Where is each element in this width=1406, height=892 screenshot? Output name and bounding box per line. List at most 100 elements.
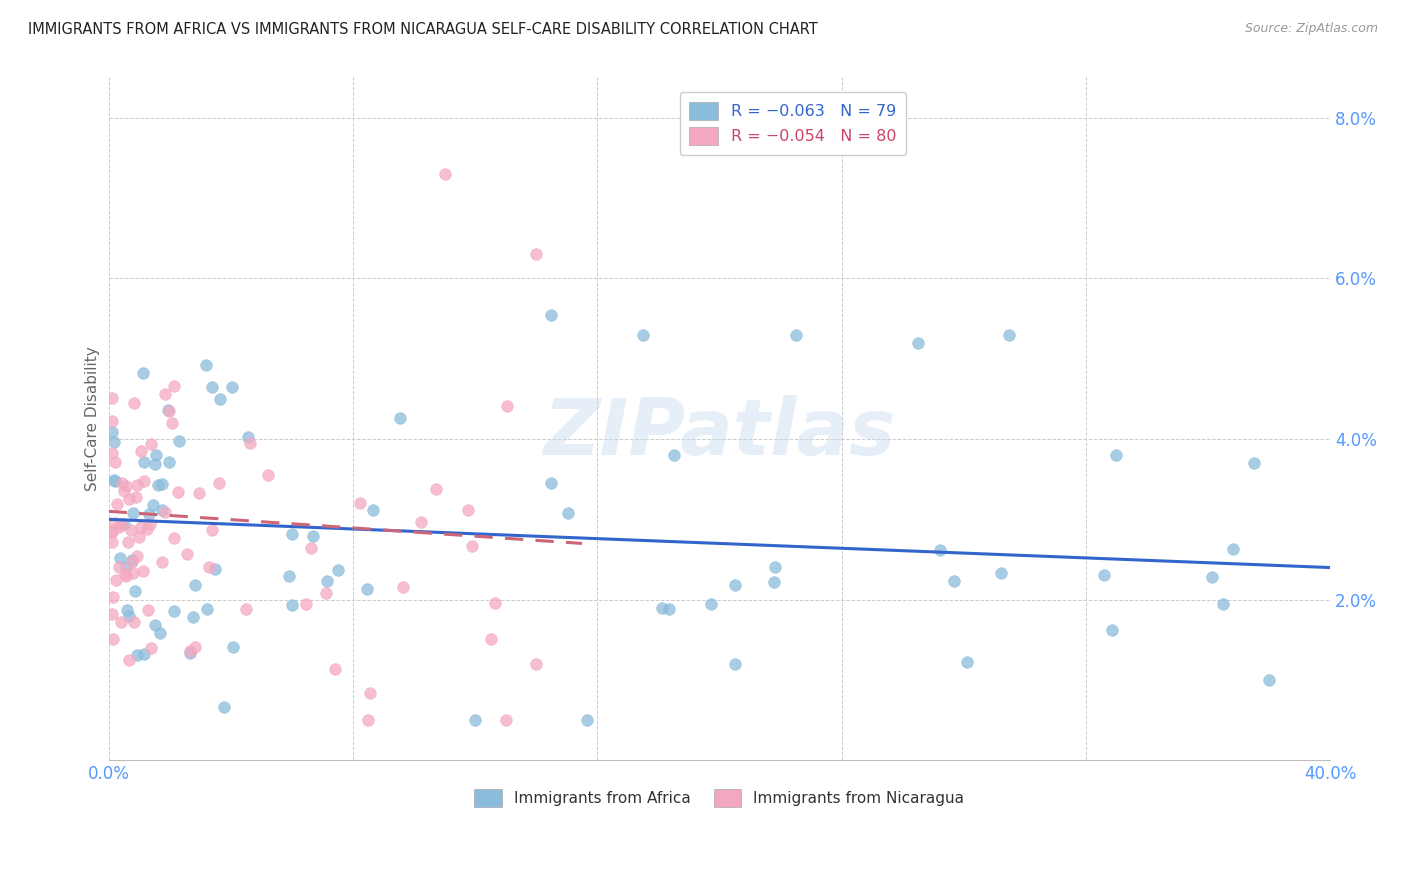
Point xyxy=(658,601,681,615)
Point xyxy=(115,568,138,582)
Point xyxy=(143,457,166,471)
Point xyxy=(103,435,125,450)
Point xyxy=(280,598,302,612)
Point xyxy=(464,713,486,727)
Point xyxy=(221,380,243,394)
Point xyxy=(111,475,134,490)
Point xyxy=(188,486,211,500)
Point xyxy=(100,425,122,439)
Point xyxy=(1201,569,1223,583)
Point xyxy=(409,515,432,529)
Point xyxy=(101,391,124,405)
Text: ZIPatlas: ZIPatlas xyxy=(543,394,896,471)
Point xyxy=(125,478,148,492)
Point xyxy=(357,713,380,727)
Point xyxy=(524,657,547,671)
Point xyxy=(129,444,152,458)
Point xyxy=(105,573,128,587)
Point xyxy=(315,585,337,599)
Point xyxy=(122,615,145,630)
Point xyxy=(103,632,125,646)
Point xyxy=(149,625,172,640)
Point xyxy=(998,327,1021,342)
Point xyxy=(299,541,322,556)
Point xyxy=(359,686,381,700)
Point xyxy=(1105,448,1128,462)
Point xyxy=(115,559,138,574)
Point xyxy=(540,308,562,322)
Point xyxy=(104,474,127,488)
Text: IMMIGRANTS FROM AFRICA VS IMMIGRANTS FROM NICARAGUA SELF-CARE DISABILITY CORRELA: IMMIGRANTS FROM AFRICA VS IMMIGRANTS FRO… xyxy=(28,22,818,37)
Point xyxy=(115,603,138,617)
Point xyxy=(121,553,143,567)
Point xyxy=(139,516,162,531)
Point xyxy=(195,602,218,616)
Point xyxy=(763,560,786,574)
Point xyxy=(315,574,337,588)
Point xyxy=(112,517,135,532)
Point xyxy=(484,596,506,610)
Point xyxy=(176,547,198,561)
Point xyxy=(115,479,138,493)
Point xyxy=(201,380,224,394)
Point xyxy=(194,358,217,372)
Point xyxy=(145,448,167,462)
Point xyxy=(127,648,149,662)
Point xyxy=(122,566,145,581)
Point xyxy=(100,534,122,549)
Point xyxy=(294,598,316,612)
Point xyxy=(356,582,378,596)
Point xyxy=(100,525,122,540)
Point xyxy=(120,524,142,538)
Point xyxy=(433,167,456,181)
Point xyxy=(110,615,132,630)
Point xyxy=(150,555,173,569)
Point xyxy=(157,455,180,469)
Point xyxy=(257,468,280,483)
Point xyxy=(138,507,160,521)
Point xyxy=(134,455,156,469)
Point xyxy=(540,476,562,491)
Point xyxy=(132,366,155,380)
Point xyxy=(184,640,207,654)
Point xyxy=(1243,456,1265,470)
Point xyxy=(124,583,146,598)
Point xyxy=(136,603,159,617)
Point xyxy=(129,520,152,534)
Point xyxy=(236,430,259,444)
Point xyxy=(1222,541,1244,556)
Point xyxy=(103,474,125,488)
Point xyxy=(132,475,155,489)
Point xyxy=(198,560,221,574)
Point xyxy=(150,503,173,517)
Point xyxy=(907,335,929,350)
Point xyxy=(323,662,346,676)
Point xyxy=(1258,673,1281,687)
Point xyxy=(118,491,141,506)
Point xyxy=(181,610,204,624)
Point xyxy=(425,482,447,496)
Point xyxy=(167,434,190,449)
Point xyxy=(212,700,235,714)
Point xyxy=(132,564,155,578)
Point xyxy=(956,655,979,669)
Point xyxy=(700,597,723,611)
Point xyxy=(146,478,169,492)
Point xyxy=(101,590,124,604)
Point xyxy=(156,403,179,417)
Point xyxy=(179,644,201,658)
Point xyxy=(117,535,139,549)
Point xyxy=(108,551,131,566)
Point xyxy=(762,574,785,589)
Point xyxy=(361,503,384,517)
Point xyxy=(278,568,301,582)
Point xyxy=(114,483,136,498)
Point xyxy=(104,455,127,469)
Point xyxy=(281,526,304,541)
Point xyxy=(222,640,245,654)
Point xyxy=(942,574,965,589)
Point xyxy=(100,524,122,538)
Point xyxy=(135,522,157,536)
Point xyxy=(524,247,547,261)
Point xyxy=(157,403,180,417)
